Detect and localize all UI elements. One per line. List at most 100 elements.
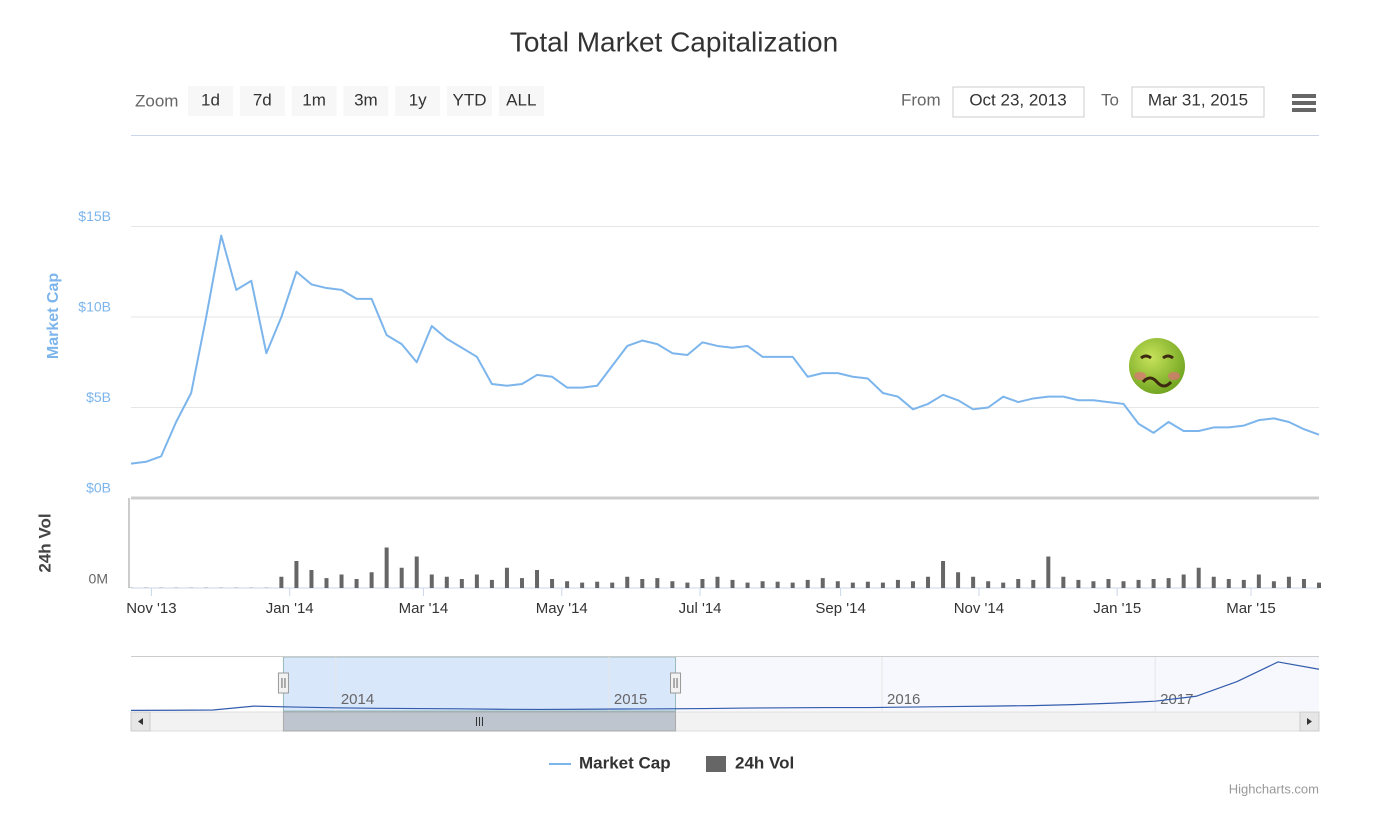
emoji-cheek bbox=[1134, 372, 1146, 380]
navigator-handle[interactable] bbox=[670, 672, 682, 694]
volume-bar bbox=[715, 576, 720, 588]
volume-bar bbox=[1286, 576, 1291, 588]
navigator-outside bbox=[675, 657, 1319, 711]
chart-title: Total Market Capitalization bbox=[510, 26, 838, 57]
to-input[interactable] bbox=[1131, 86, 1265, 118]
navigator-tick-label: 2017 bbox=[1160, 691, 1193, 708]
volume-bar bbox=[565, 581, 570, 588]
navigator-selection[interactable] bbox=[282, 656, 677, 712]
volume-bar bbox=[1061, 576, 1066, 588]
volume-bar bbox=[414, 556, 419, 588]
from-value: Oct 23, 2013 bbox=[969, 90, 1066, 109]
volume-bar bbox=[760, 581, 765, 588]
zoom-button[interactable] bbox=[188, 86, 233, 116]
volume-bar bbox=[1076, 579, 1081, 588]
menu-bar bbox=[1292, 94, 1316, 98]
y-tick-label: $0B bbox=[86, 480, 111, 496]
emoji-eyes bbox=[1140, 354, 1174, 360]
emoji-face bbox=[1129, 338, 1185, 394]
y-tick-label: $15B bbox=[78, 208, 111, 224]
volume-bar bbox=[910, 581, 915, 588]
volume-bar bbox=[1256, 574, 1261, 588]
volume-bar bbox=[1121, 581, 1126, 588]
volume-bar bbox=[730, 579, 735, 588]
from-input[interactable] bbox=[952, 86, 1085, 118]
thumb-grip bbox=[475, 717, 483, 726]
volume-bar bbox=[550, 579, 555, 588]
credits[interactable]: Highcharts.com bbox=[1229, 781, 1319, 796]
y-tick-label: $10B bbox=[78, 299, 111, 315]
handle-grip bbox=[281, 678, 286, 688]
volume-bar bbox=[700, 579, 705, 588]
volume-bar bbox=[489, 579, 494, 588]
legend-label[interactable]: Market Cap bbox=[579, 753, 671, 772]
zoom-button[interactable] bbox=[291, 86, 337, 116]
menu-button[interactable] bbox=[1292, 94, 1316, 112]
x-tick-label: Mar '14 bbox=[399, 600, 449, 617]
emoji-cheek bbox=[1168, 372, 1180, 380]
volume-bar bbox=[1211, 576, 1216, 588]
volume-bar bbox=[474, 574, 479, 588]
volume-bar bbox=[279, 576, 284, 588]
y-axis-title: Market Cap bbox=[45, 273, 62, 359]
volume-bar bbox=[941, 561, 946, 588]
volume-bar bbox=[429, 574, 434, 588]
volume-bar bbox=[926, 576, 931, 588]
volume-bar bbox=[384, 547, 389, 588]
y-tick-label: 0M bbox=[89, 571, 108, 587]
volume-bar bbox=[865, 581, 870, 588]
emoji-mouth bbox=[1141, 376, 1173, 388]
zoom-button-label: 3m bbox=[354, 90, 378, 109]
navigator-line bbox=[130, 661, 1320, 711]
volume-bar bbox=[1271, 581, 1276, 588]
menu-bar bbox=[1292, 108, 1316, 112]
x-tick-label: Mar '15 bbox=[1226, 600, 1276, 617]
volume-bar bbox=[1001, 582, 1006, 588]
volume-bar bbox=[670, 581, 675, 588]
volume-bar bbox=[895, 579, 900, 588]
to-value: Mar 31, 2015 bbox=[1148, 90, 1248, 109]
zoom-button-label: YTD bbox=[453, 90, 487, 109]
volume-bar bbox=[820, 578, 825, 588]
volume-bar bbox=[1181, 574, 1186, 588]
x-tick-label: Nov '14 bbox=[954, 600, 1004, 617]
volume-bar bbox=[1091, 581, 1096, 588]
volume-bar bbox=[399, 567, 404, 588]
volume-bar bbox=[685, 582, 690, 588]
zoom-button-label: 7d bbox=[253, 90, 272, 109]
volume-bar bbox=[294, 561, 299, 588]
volume-bar bbox=[610, 582, 615, 588]
volume-bar bbox=[835, 581, 840, 588]
volume-bar bbox=[354, 579, 359, 588]
navigator-handle[interactable] bbox=[277, 672, 289, 694]
menu-bar bbox=[1292, 101, 1316, 105]
zoom-button[interactable] bbox=[343, 86, 389, 116]
volume-bar bbox=[324, 578, 329, 588]
navigator-tick-label: 2016 bbox=[887, 691, 920, 708]
legend-label[interactable]: 24h Vol bbox=[735, 753, 794, 772]
zoom-button[interactable] bbox=[395, 86, 441, 116]
volume-bar bbox=[1196, 567, 1201, 588]
x-tick-label: May '14 bbox=[536, 600, 588, 617]
volume-bar bbox=[339, 574, 344, 588]
volume-bar bbox=[369, 572, 374, 588]
volume-bar bbox=[1241, 579, 1246, 588]
x-tick-label: Jan '14 bbox=[266, 600, 314, 617]
volume-bar bbox=[595, 581, 600, 588]
to-label: To bbox=[1101, 90, 1119, 109]
zoom-button[interactable] bbox=[498, 86, 544, 116]
x-tick-label: Sep '14 bbox=[815, 600, 865, 617]
volume-bar bbox=[535, 570, 540, 588]
x-tick-label: Nov '13 bbox=[126, 600, 176, 617]
volume-bar bbox=[745, 582, 750, 588]
volume-bar bbox=[309, 570, 314, 588]
zoom-label: Zoom bbox=[135, 91, 178, 110]
zoom-button[interactable] bbox=[239, 86, 285, 116]
volume-bar bbox=[790, 582, 795, 588]
zoom-button[interactable] bbox=[447, 86, 492, 116]
volume-bar bbox=[971, 576, 976, 588]
sick-emoji bbox=[1129, 338, 1185, 394]
volume-bar bbox=[1151, 579, 1156, 588]
volume-bar bbox=[580, 582, 585, 588]
